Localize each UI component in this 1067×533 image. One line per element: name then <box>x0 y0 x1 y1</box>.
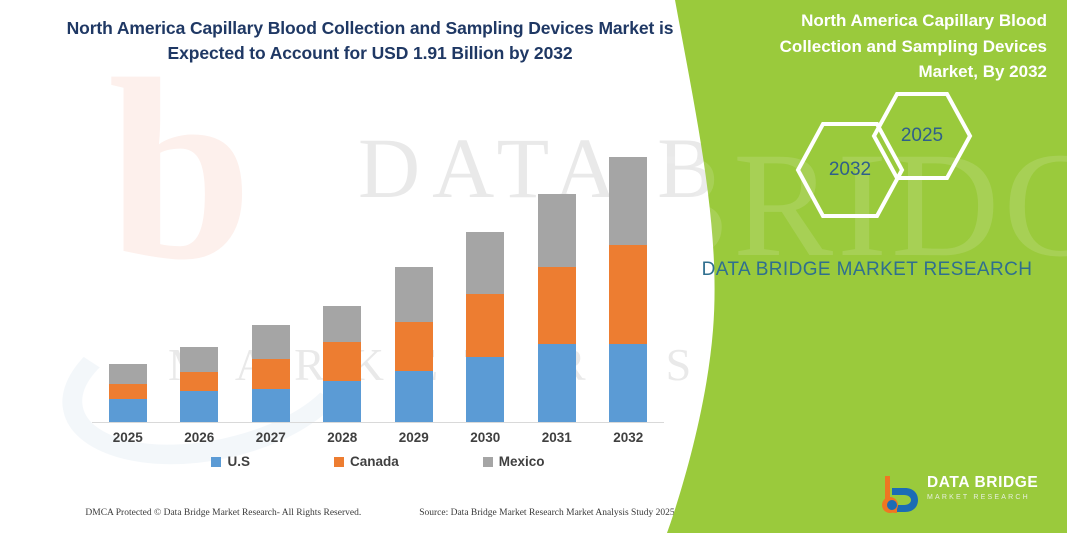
hexagon-2032-label: 2032 <box>828 159 872 180</box>
legend-label: Canada <box>349 454 399 469</box>
panel-watermark-bridge: BRIDGE <box>667 122 1067 288</box>
bar-segment-mexico <box>609 157 648 245</box>
bar-segment-mexico <box>394 267 433 322</box>
footer-copyright: DMCA Protected © Data Bridge Market Rese… <box>85 508 362 518</box>
x-axis-label: 2026 <box>184 430 215 445</box>
bar-segment-us <box>180 391 219 422</box>
bar-group <box>95 120 161 422</box>
bar-segment-us <box>609 344 648 422</box>
bar-segment-canada <box>466 294 505 357</box>
stacked-bar <box>251 325 290 422</box>
hexagon-2025: 2025 <box>871 92 973 180</box>
bar-segment-us <box>251 389 290 422</box>
bar-segment-us <box>394 371 433 422</box>
page-title: North America Capillary Blood Collection… <box>66 18 674 64</box>
legend-swatch-icon <box>333 456 344 467</box>
legend-item[interactable]: Canada <box>333 454 399 469</box>
legend-swatch-icon <box>211 456 222 467</box>
footer: DMCA Protected © Data Bridge Market Rese… <box>0 508 760 518</box>
bar-group <box>166 120 232 422</box>
stacked-bar <box>466 232 505 422</box>
hexagon-2032: 2032 <box>795 122 905 218</box>
bar-segment-canada <box>537 267 576 344</box>
logo-b-icon <box>882 476 918 513</box>
stacked-bar <box>609 157 648 422</box>
x-axis-label: 2032 <box>613 430 644 445</box>
hexagon-2025-label: 2025 <box>900 125 944 146</box>
bar-segment-mexico <box>466 232 505 294</box>
bar-group <box>238 120 304 422</box>
bar-segment-us <box>108 399 147 422</box>
x-axis-label: 2030 <box>470 430 501 445</box>
footer-source: Source: Data Bridge Market Research Mark… <box>419 508 675 518</box>
bar-segment-canada <box>323 342 362 381</box>
bar-segment-mexico <box>180 347 219 372</box>
bar-segment-mexico <box>537 194 576 267</box>
chart-legend: U.S Canada Mexico <box>92 454 664 469</box>
legend-item[interactable]: U.S <box>211 454 250 469</box>
legend-label: U.S <box>227 454 250 469</box>
bar-segment-us <box>466 357 505 422</box>
logo-main-text: DATA BRIDGE <box>927 474 1039 491</box>
x-axis-labels: 2025 2026 2027 2028 2029 2030 2031 2032 <box>92 430 664 445</box>
logo-sub-text: MARKET RESEARCH <box>927 493 1030 501</box>
stacked-bar <box>180 347 219 422</box>
bar-segment-canada <box>251 359 290 389</box>
bar-segment-mexico <box>251 325 290 359</box>
hexagon-group: 2025 2032 <box>667 92 1067 230</box>
x-axis-line <box>92 422 664 423</box>
data-bridge-logo: DATA BRIDGE MARKET RESEARCH <box>879 472 1054 516</box>
bar-group <box>309 120 375 422</box>
stacked-bar <box>537 194 576 422</box>
stacked-bar <box>323 306 362 422</box>
bar-segment-canada <box>394 322 433 371</box>
bar-segment-mexico <box>323 306 362 342</box>
legend-label: Mexico <box>498 454 545 469</box>
bar-group <box>452 120 518 422</box>
logo-text: DATA BRIDGE MARKET RESEARCH <box>927 474 1038 501</box>
brand-name: DATA BRIDGE MARKET RESEARCH <box>701 259 1033 280</box>
x-axis-label: 2031 <box>541 430 572 445</box>
stacked-bar <box>108 364 147 422</box>
bar-group <box>595 120 661 422</box>
x-axis-label: 2028 <box>327 430 358 445</box>
panel-title: North America Capillary Blood Collection… <box>779 11 1047 81</box>
bar-group <box>381 120 447 422</box>
bar-segment-canada <box>108 384 147 399</box>
bar-segment-canada <box>609 245 648 344</box>
bar-series-container <box>92 120 664 422</box>
plot-area <box>92 120 664 423</box>
chart-panel: North America Capillary Blood Collection… <box>0 18 760 518</box>
bar-segment-us <box>323 381 362 422</box>
bar-segment-canada <box>180 372 219 391</box>
legend-swatch-icon <box>482 456 493 467</box>
bar-segment-us <box>537 344 576 422</box>
legend-item[interactable]: Mexico <box>482 454 545 469</box>
brand-panel: BRIDGE North America Capillary Blood Col… <box>667 0 1067 533</box>
bar-segment-mexico <box>108 364 147 384</box>
bar-group <box>524 120 590 422</box>
x-axis-label: 2027 <box>255 430 286 445</box>
stacked-bar <box>394 267 433 422</box>
x-axis-label: 2025 <box>112 430 143 445</box>
x-axis-label: 2029 <box>398 430 429 445</box>
